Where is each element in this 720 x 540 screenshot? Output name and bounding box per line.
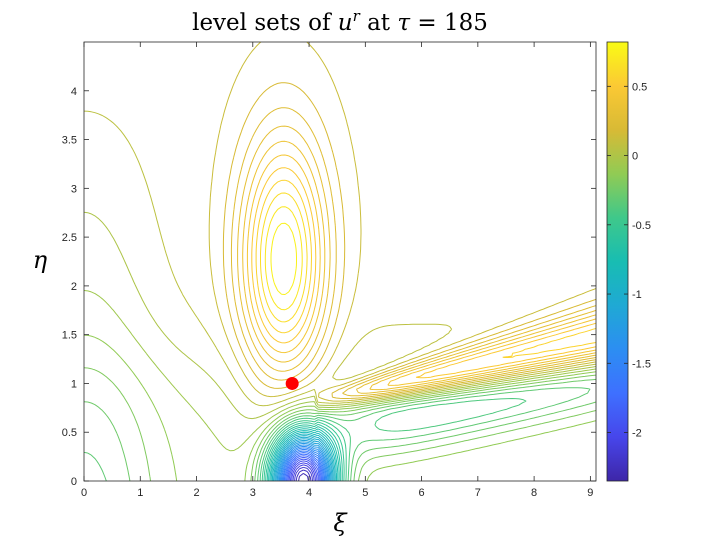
contour-level — [84, 378, 596, 481]
title-mid: at — [360, 10, 398, 36]
title-prefix: level sets of — [192, 10, 338, 36]
contour-level — [271, 433, 336, 481]
contour-level — [278, 442, 330, 481]
y-tick-label: 3 — [71, 183, 77, 195]
y-tick-label: 2.5 — [62, 232, 77, 244]
x-tick-label: 1 — [137, 487, 143, 499]
contour-level — [260, 192, 308, 323]
title-eq: = 185 — [410, 10, 488, 36]
colorbar-tick-label: -1.5 — [632, 358, 651, 370]
contour-level — [285, 453, 322, 481]
contour-level — [84, 290, 596, 452]
x-axis-label: ξ — [333, 509, 348, 537]
contour-level — [84, 211, 596, 420]
x-tick-label: 7 — [475, 487, 481, 499]
contour-level — [270, 222, 297, 295]
contour-level — [261, 419, 347, 481]
contour-level — [222, 82, 596, 399]
y-tick-label: 4 — [71, 86, 77, 98]
y-tick-label: 3.5 — [62, 135, 77, 147]
contour-level — [237, 125, 596, 394]
contour-level — [295, 469, 312, 481]
contour-level — [286, 455, 321, 481]
y-axis: 0 0.5 1 1.5 2 2.5 3 3.5 4 — [62, 86, 596, 488]
chart-title: level sets of ur at τ = 185 — [192, 7, 488, 36]
contour-level — [292, 464, 315, 481]
contour-level — [259, 398, 527, 481]
contour-level — [264, 206, 303, 311]
marker-point — [285, 376, 299, 390]
contour-level — [298, 472, 309, 481]
contour-level — [283, 450, 324, 481]
contour-level — [268, 428, 340, 481]
y-tick-label: 1 — [71, 378, 77, 390]
title-param: τ — [397, 10, 411, 36]
colorbar — [606, 41, 629, 482]
contour-lines — [84, 42, 596, 481]
contour-level — [208, 42, 596, 402]
colorbar-ticks: 0.5 0 -0.5 -1 -1.5 -2 — [607, 81, 651, 440]
title-var: u — [338, 10, 353, 36]
x-tick-label: 9 — [587, 487, 593, 499]
x-tick-label: 5 — [362, 487, 368, 499]
colorbar-tick-label: -0.5 — [632, 220, 651, 232]
contour-level — [84, 387, 591, 481]
x-tick-label: 6 — [419, 487, 425, 499]
x-tick-label: 4 — [306, 487, 312, 499]
contour-level — [266, 426, 342, 481]
y-axis-label: η — [33, 246, 48, 274]
contour-level — [84, 110, 596, 407]
x-tick-label: 3 — [250, 487, 256, 499]
title-superscript: r — [353, 7, 361, 25]
plot-frame — [83, 41, 597, 482]
contour-level — [255, 179, 596, 358]
x-tick-label: 2 — [193, 487, 199, 499]
contour-level — [273, 435, 335, 481]
x-tick-label: 0 — [81, 487, 87, 499]
y-tick-label: 0.5 — [62, 427, 77, 439]
colorbar-tick-label: 0.5 — [632, 81, 647, 93]
contour-level — [277, 441, 331, 481]
contour-level — [284, 452, 323, 481]
contour-level — [265, 423, 343, 481]
contour-level — [287, 456, 320, 481]
colorbar-tick-label: -2 — [632, 428, 642, 440]
x-axis: 0 1 2 3 4 5 6 7 8 9 — [81, 42, 593, 499]
contour-level — [279, 444, 329, 481]
contour-level — [289, 460, 318, 481]
contour-level — [242, 140, 596, 391]
contour-level — [276, 439, 332, 481]
contour-level — [251, 167, 596, 379]
contour-level — [275, 438, 333, 481]
contour-level — [269, 430, 339, 481]
contour-level — [288, 458, 319, 481]
contour-level — [246, 154, 596, 386]
contour-level — [274, 436, 334, 481]
contour-level — [270, 431, 337, 481]
y-tick-label: 1.5 — [62, 330, 77, 342]
contour-level — [281, 447, 327, 481]
y-tick-label: 2 — [71, 281, 77, 293]
contour-level — [263, 421, 345, 481]
contour-level — [230, 107, 596, 397]
colorbar-tick-label: -1 — [632, 289, 642, 301]
x-tick-label: 8 — [531, 487, 537, 499]
y-tick-label: 0 — [71, 476, 77, 488]
contour-level — [84, 334, 596, 481]
contour-level — [291, 462, 316, 481]
contour-level — [280, 445, 328, 481]
colorbar-tick-label: 0 — [632, 151, 638, 163]
contour-level — [84, 367, 596, 481]
contour-level — [282, 448, 325, 481]
contour-level — [294, 466, 313, 481]
